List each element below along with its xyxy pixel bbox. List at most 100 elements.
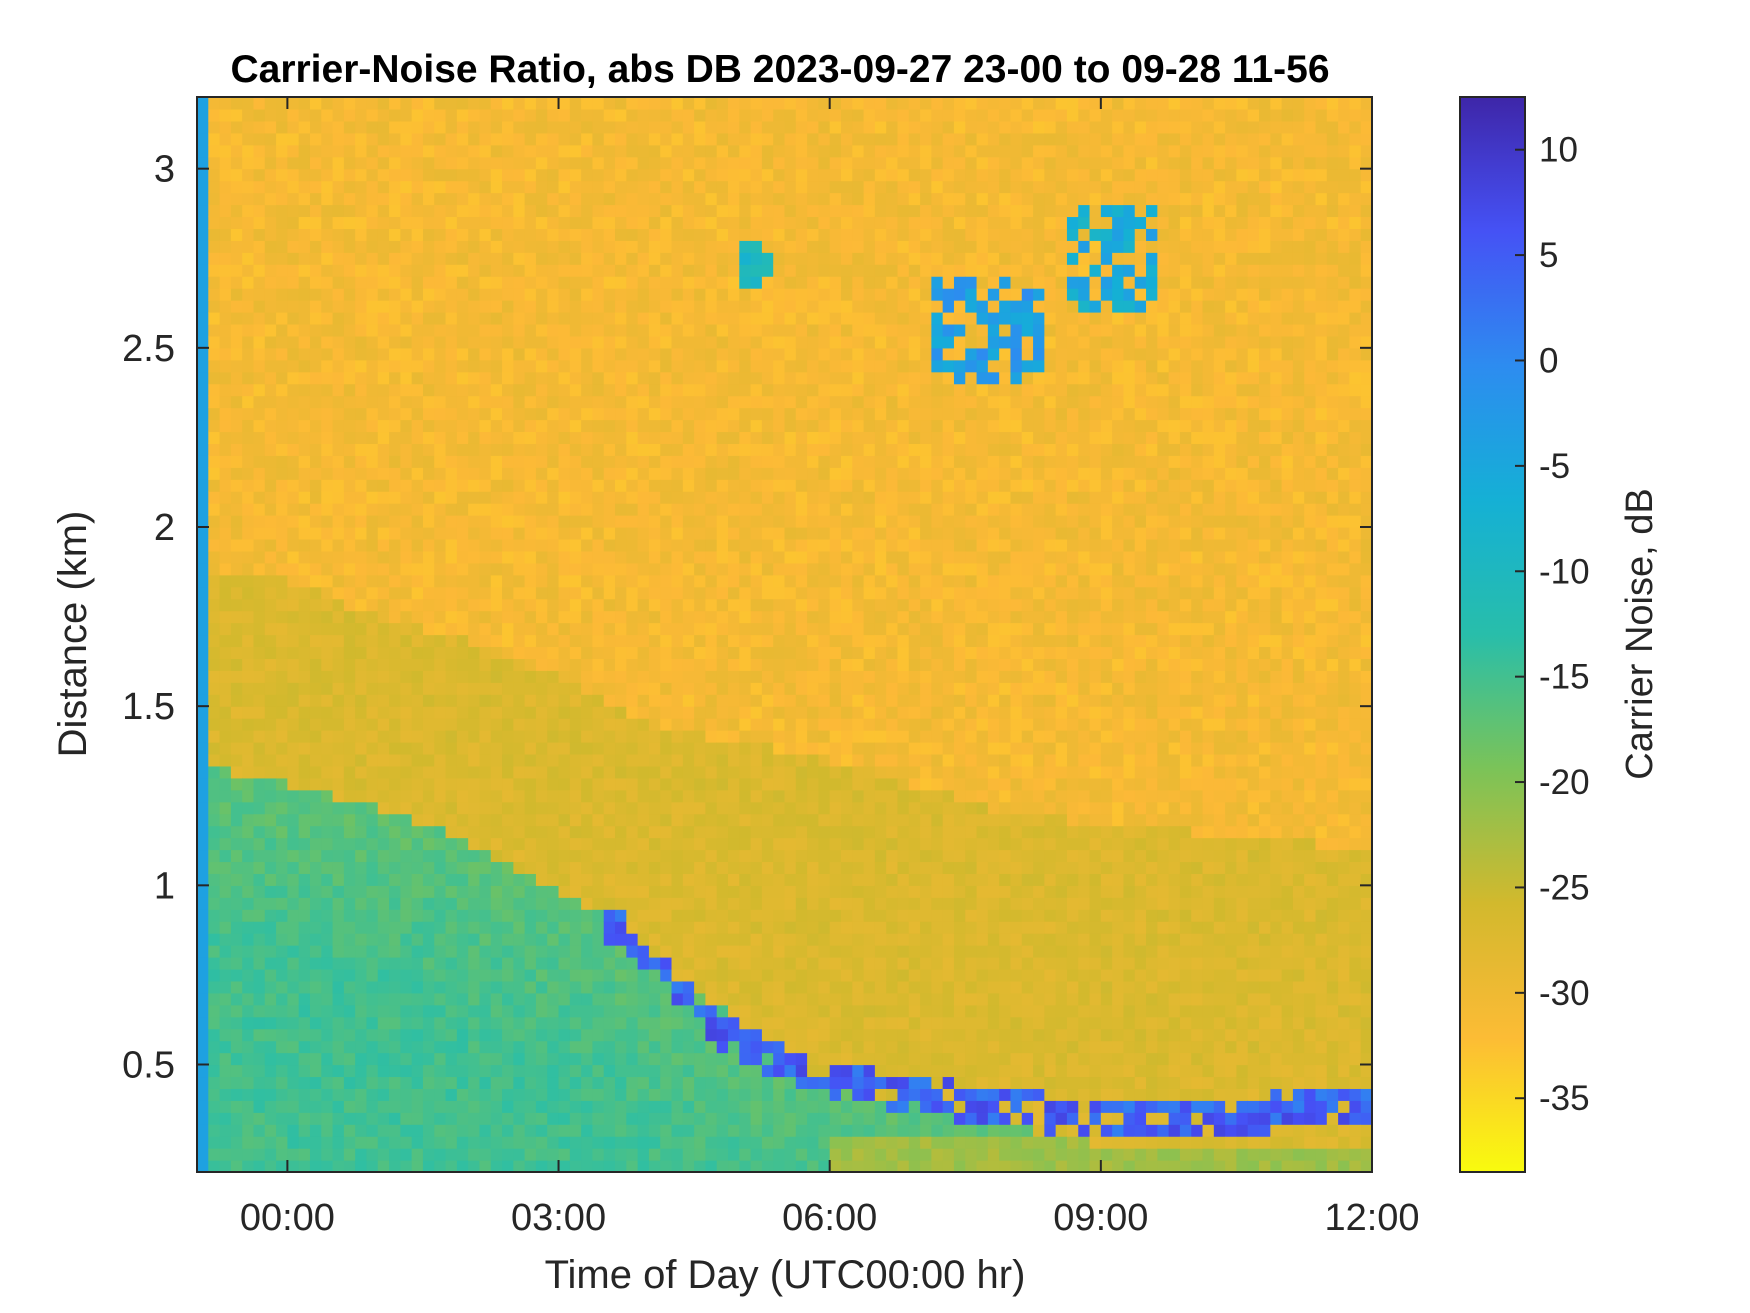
heatmap-cell [490, 777, 503, 791]
heatmap-cell [490, 479, 503, 492]
heatmap-cell [479, 945, 492, 958]
heatmap-cell [682, 395, 695, 409]
heatmap-cell [682, 1064, 695, 1078]
heatmap-cell [513, 419, 526, 433]
heatmap-cell [411, 765, 424, 779]
heatmap-cell [739, 1016, 752, 1030]
heatmap-cell [332, 1112, 345, 1125]
heatmap-cell [694, 144, 707, 158]
heatmap-cell [343, 97, 356, 110]
heatmap-cell [197, 968, 209, 982]
heatmap-cell [276, 610, 288, 624]
heatmap-cell [445, 144, 458, 158]
heatmap-cell [637, 873, 650, 886]
heatmap-cell [671, 730, 684, 743]
heatmap-cell [750, 515, 763, 528]
heatmap-cell [547, 288, 560, 301]
heatmap-cell [242, 753, 255, 767]
heatmap-cell [807, 562, 819, 576]
heatmap-cell [197, 538, 209, 552]
heatmap-cell [547, 240, 560, 253]
heatmap-cell [422, 156, 435, 170]
heatmap-cell [569, 682, 582, 695]
heatmap-cell [535, 180, 548, 194]
heatmap-cell [513, 765, 526, 779]
heatmap-cell [671, 144, 684, 158]
heatmap-cell [502, 873, 514, 886]
heatmap-cell [230, 574, 243, 588]
heatmap-cell [784, 276, 797, 289]
heatmap-cell [558, 921, 571, 934]
heatmap-cell [343, 849, 356, 863]
heatmap-cell [502, 742, 514, 755]
heatmap-cell [298, 825, 311, 839]
heatmap-cell [705, 479, 718, 492]
heatmap-cell [648, 264, 661, 277]
heatmap-cell [648, 837, 661, 851]
heatmap-cell [242, 1100, 255, 1113]
heatmap-cell [615, 1040, 627, 1054]
heatmap-cell [490, 335, 503, 349]
heatmap-cell [479, 288, 492, 301]
heatmap-cell [592, 359, 605, 373]
heatmap-cell [682, 168, 695, 182]
heatmap-cell [287, 610, 300, 624]
heatmap-cell [355, 1004, 368, 1018]
heatmap-cell [298, 586, 311, 600]
heatmap-cell [558, 204, 571, 218]
heatmap-cell [230, 694, 243, 707]
heatmap-cell [660, 753, 673, 767]
heatmap-cell [773, 168, 786, 182]
heatmap-cell [513, 980, 526, 994]
heatmap-cell [377, 120, 390, 134]
heatmap-cell [513, 753, 526, 767]
heatmap-cell [558, 216, 571, 229]
heatmap-cell [750, 431, 763, 444]
heatmap-cell [287, 216, 300, 229]
heatmap-cell [795, 1052, 808, 1066]
heatmap-cell [603, 574, 616, 588]
heatmap-cell [332, 395, 345, 409]
heatmap-cell [411, 562, 424, 576]
heatmap-cell [648, 706, 661, 719]
heatmap-cell [242, 1004, 255, 1018]
heatmap-cell [648, 419, 661, 433]
heatmap-cell [773, 622, 786, 636]
heatmap-cell [818, 634, 831, 648]
heatmap-cell [332, 527, 345, 540]
heatmap-cell [276, 479, 288, 492]
heatmap-cell [524, 885, 537, 898]
heatmap-cell [411, 538, 424, 552]
heatmap-cell [547, 252, 560, 265]
heatmap-cell [728, 383, 740, 397]
heatmap-cell [197, 156, 209, 170]
heatmap-cell [276, 718, 288, 731]
heatmap-cell [445, 323, 458, 337]
heatmap-cell [479, 264, 492, 277]
heatmap-cell [230, 347, 243, 361]
heatmap-cell [287, 120, 300, 134]
heatmap-cell [219, 431, 232, 444]
heatmap-cell [671, 503, 684, 516]
heatmap-cell [321, 1004, 334, 1018]
heatmap-cell [389, 395, 401, 409]
heatmap-cell [253, 1088, 266, 1101]
heatmap-cell [637, 921, 650, 934]
heatmap-cell [434, 801, 447, 815]
heatmap-cell [728, 228, 740, 241]
heatmap-cell [287, 455, 300, 468]
heatmap-cell [773, 264, 786, 277]
heatmap-cell [716, 323, 729, 337]
heatmap-cell [400, 813, 413, 827]
heatmap-cell [343, 467, 356, 480]
heatmap-cell [761, 455, 774, 468]
heatmap-cell [276, 144, 288, 158]
heatmap-cell [671, 252, 684, 265]
heatmap-cell [276, 861, 288, 874]
heatmap-cell [377, 132, 390, 146]
heatmap-cell [569, 825, 582, 839]
heatmap-cell [422, 467, 435, 480]
heatmap-cell [309, 980, 322, 994]
heatmap-cell [592, 765, 605, 779]
heatmap-cell [230, 897, 243, 910]
